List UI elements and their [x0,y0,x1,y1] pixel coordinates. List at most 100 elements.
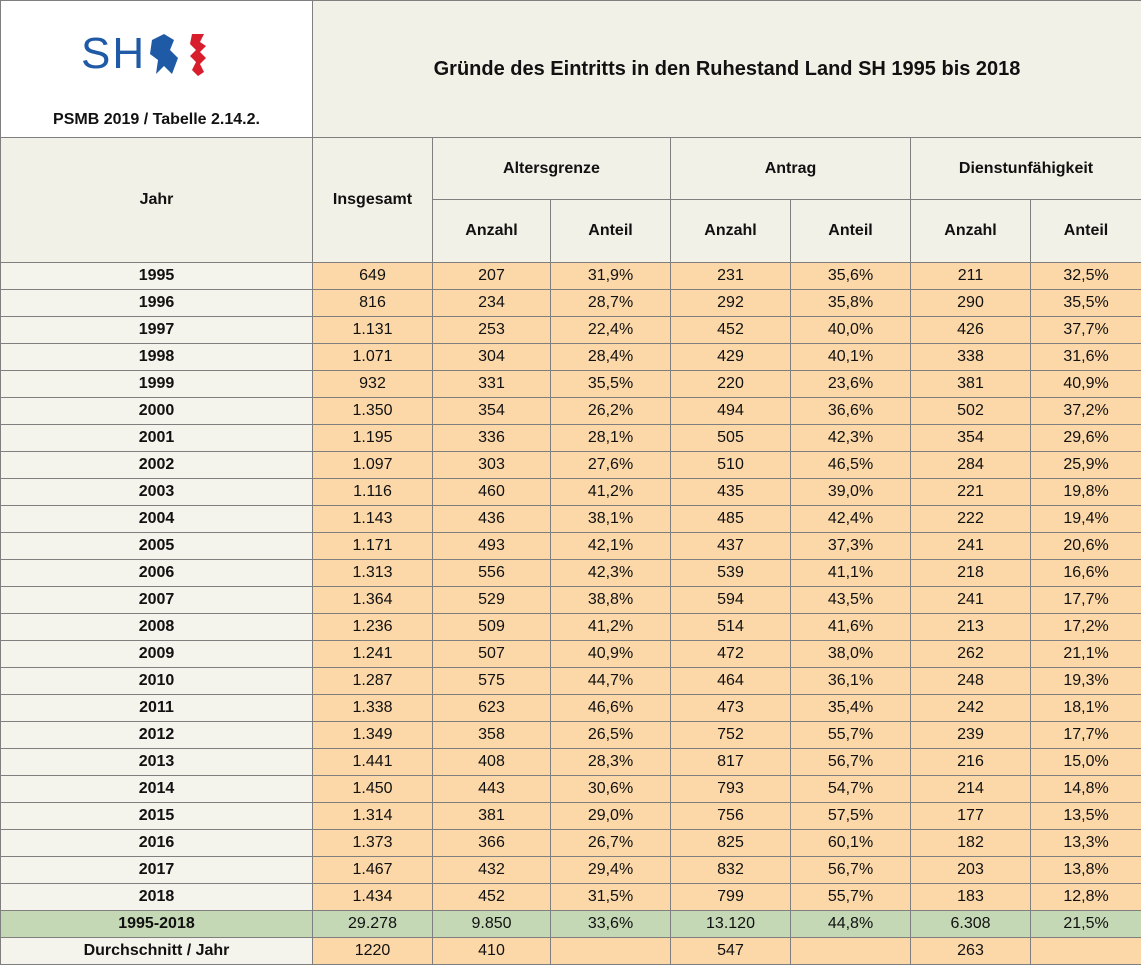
cell: 547 [670,937,791,965]
cell: 15,0% [1029,748,1141,776]
row-label: 2003 [0,478,313,506]
cell: 358 [432,721,551,749]
cell: 46,6% [550,694,671,722]
cell: 410 [432,937,551,965]
table-row: 2012 1.349 358 26,5% 752 55,7% 239 17,7% [0,721,1141,749]
cell: 502 [910,397,1031,425]
col-header: Insgesamt [312,137,433,263]
cell: 366 [432,829,551,857]
sub-header: Anzahl [432,199,551,263]
cell: 221 [910,478,1031,506]
cell: 460 [432,478,551,506]
sub-header: Anteil [1029,199,1141,263]
cell: 1220 [312,937,433,965]
row-label: 1998 [0,343,313,371]
table-row: 2006 1.313 556 42,3% 539 41,1% 218 16,6% [0,559,1141,587]
table-row: 2017 1.467 432 29,4% 832 56,7% 203 13,8% [0,856,1141,884]
cell: 1.071 [312,343,433,371]
cell: 40,9% [1029,370,1141,398]
cell: 816 [312,289,433,317]
table-row: 2013 1.441 408 28,3% 817 56,7% 216 15,0% [0,748,1141,776]
cell: 354 [910,424,1031,452]
row-label: 2007 [0,586,313,614]
table-row: 2001 1.195 336 28,1% 505 42,3% 354 29,6% [0,424,1141,452]
row-label: 2018 [0,883,313,911]
cell: 207 [432,262,551,290]
cell: 46,5% [790,451,911,479]
sub-header: Anzahl [910,199,1031,263]
cell: 31,6% [1029,343,1141,371]
row-label: 2013 [0,748,313,776]
cell: 35,5% [550,370,671,398]
cell: 17,7% [1029,721,1141,749]
cell: 213 [910,613,1031,641]
cell: 241 [910,532,1031,560]
cell: 1.313 [312,559,433,587]
cell: 1.171 [312,532,433,560]
cell: 216 [910,748,1031,776]
cell: 18,1% [1029,694,1141,722]
cell: 437 [670,532,791,560]
cell: 1.195 [312,424,433,452]
cell: 932 [312,370,433,398]
cell: 23,6% [790,370,911,398]
cell: 539 [670,559,791,587]
cell: 211 [910,262,1031,290]
cell: 13.120 [670,910,791,938]
logo-icon [150,34,207,76]
row-label: 2005 [0,532,313,560]
cell: 1.338 [312,694,433,722]
row-label: 2001 [0,424,313,452]
cell: 19,8% [1029,478,1141,506]
row-label: 2009 [0,640,313,668]
table-row: 1995 649 207 31,9% 231 35,6% 211 32,5% [0,262,1141,290]
table-row: 1999 932 331 35,5% 220 23,6% 381 40,9% [0,370,1141,398]
cell: 26,2% [550,397,671,425]
cell: 16,6% [1029,559,1141,587]
group-header: Dienstunfähigkeit [909,137,1141,200]
cell: 22,4% [550,316,671,344]
cell: 1.097 [312,451,433,479]
cell: 242 [910,694,1031,722]
cell: 19,3% [1029,667,1141,695]
cell: 177 [910,802,1031,830]
cell: 514 [670,613,791,641]
cell: 408 [432,748,551,776]
cell: 452 [432,883,551,911]
cell: 27,6% [550,451,671,479]
cell: 443 [432,775,551,803]
cell: 234 [432,289,551,317]
cell: 432 [432,856,551,884]
cell: 1.116 [312,478,433,506]
cell: 429 [670,343,791,371]
cell: 41,2% [550,613,671,641]
row-label: 1997 [0,316,313,344]
cell: 575 [432,667,551,695]
cell: 505 [670,424,791,452]
cell: 381 [432,802,551,830]
cell: 338 [910,343,1031,371]
cell: 29,4% [550,856,671,884]
cell: 12,8% [1029,883,1141,911]
cell: 241 [910,586,1031,614]
cell: 507 [432,640,551,668]
table-row: 2005 1.171 493 42,1% 437 37,3% 241 20,6% [0,532,1141,560]
row-label: 2014 [0,775,313,803]
cell: 1.450 [312,775,433,803]
cell: 222 [910,505,1031,533]
cell: 1.441 [312,748,433,776]
cell: 510 [670,451,791,479]
table-row: 2010 1.287 575 44,7% 464 36,1% 248 19,3% [0,667,1141,695]
cell: 55,7% [790,883,911,911]
cell: 40,9% [550,640,671,668]
cell: 44,7% [550,667,671,695]
cell: 13,5% [1029,802,1141,830]
cell: 832 [670,856,791,884]
cell: 799 [670,883,791,911]
cell: 248 [910,667,1031,695]
cell: 17,2% [1029,613,1141,641]
cell: 529 [432,586,551,614]
cell: 825 [670,829,791,857]
cell: 40,0% [790,316,911,344]
cell: 203 [910,856,1031,884]
